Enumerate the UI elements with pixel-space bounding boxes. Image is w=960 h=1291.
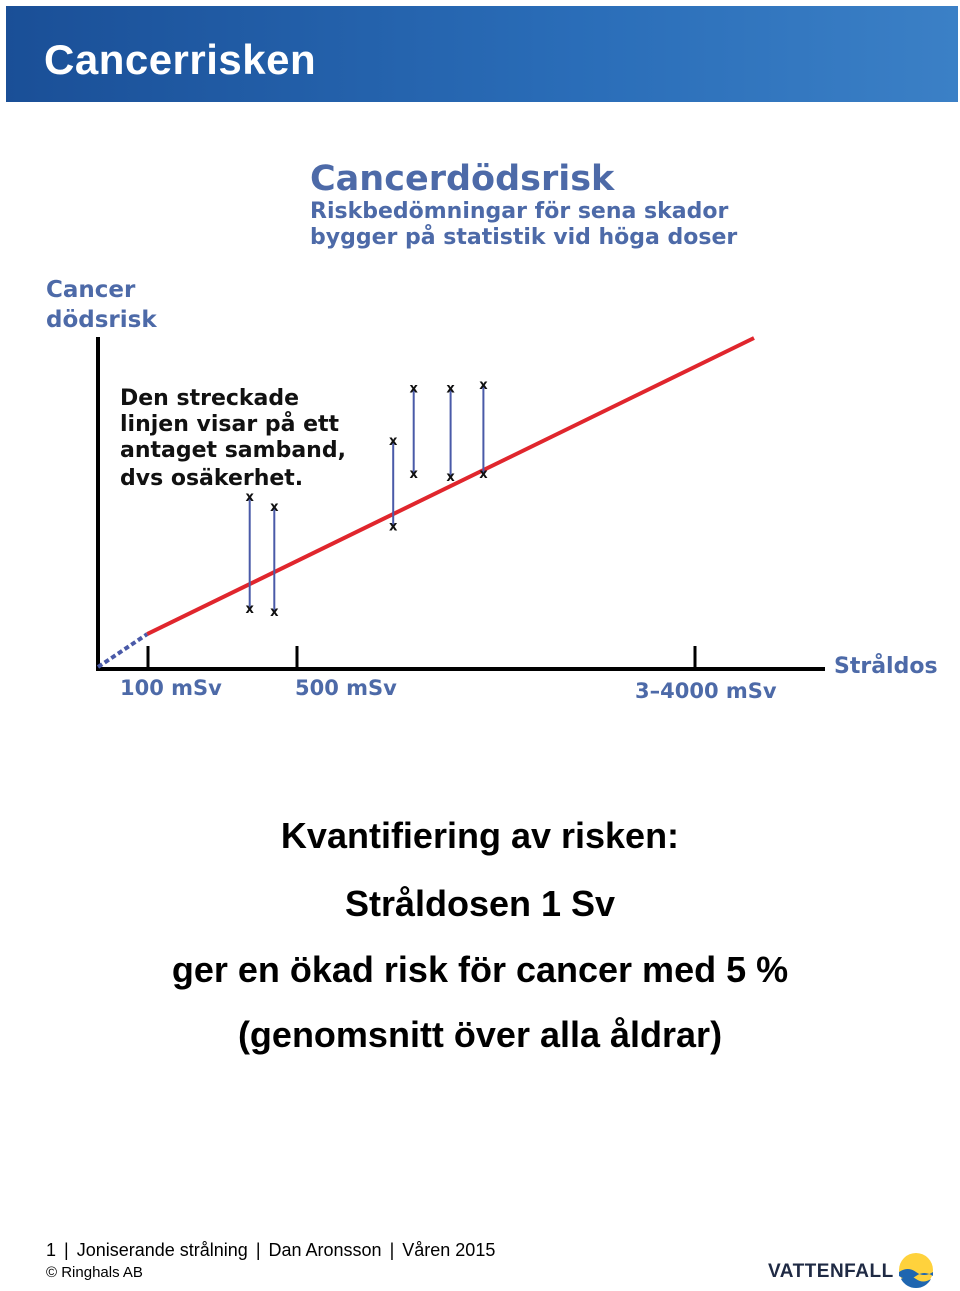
page-number: 1	[46, 1240, 57, 1260]
error-bar-3-upper-marker: x	[389, 434, 398, 449]
body-line-3: ger en ökad risk för cancer med 5 %	[171, 949, 789, 990]
annotation-line-3: antaget samband,	[120, 438, 346, 463]
x-tick-label-3: 3–4000 mSv	[635, 679, 777, 703]
page-title: Cancerrisken	[44, 36, 317, 83]
y-axis-label-2: dödsrisk	[46, 307, 157, 333]
body-line-4: (genomsnitt över alla åldrar)	[237, 1014, 723, 1055]
y-axis-label-1: Cancer	[46, 277, 136, 303]
chart-subtitle-1: Riskbedömningar för sena skador	[310, 199, 728, 224]
error-bar-5-upper-marker: x	[446, 381, 455, 396]
footer-info: 1 | Joniserande strålning | Dan Aronsson | Vår…	[46, 1240, 496, 1260]
x-axis-label: Stråldos	[834, 653, 938, 679]
risk-chart: Cancerdödsrisk Riskbedömningar för sena …	[46, 159, 938, 703]
error-bar-5-lower-marker: x	[446, 470, 455, 485]
body-line-1: Kvantifiering av risken:	[280, 815, 680, 856]
x-tick-label-2: 500 mSv	[295, 676, 397, 700]
error-bar-2-upper-marker: x	[270, 500, 279, 515]
footer-course: Joniserande strålning	[76, 1240, 248, 1260]
assumed-relation-dashed-line	[96, 632, 149, 669]
chart-subtitle-2: bygger på statistik vid höga doser	[310, 224, 737, 250]
error-bar-4-lower-marker: x	[410, 467, 419, 482]
annotation-line-2: linjen visar på ett	[120, 411, 340, 437]
chart-title: Cancerdödsrisk	[310, 159, 615, 199]
annotation-line-4: dvs osäkerhet.	[120, 466, 303, 491]
annotation-line-1: Den streckade	[120, 386, 299, 411]
vattenfall-logo-text: VATTENFALL	[768, 1261, 894, 1282]
risk-trend-line	[146, 336, 755, 636]
error-bar-1-upper-marker: x	[246, 490, 255, 505]
vattenfall-logo-icon	[899, 1253, 933, 1288]
title-bar: Cancerrisken	[6, 6, 958, 102]
error-bar-6-lower-marker: x	[479, 467, 488, 482]
footer-copyright: © Ringhals AB	[46, 1264, 143, 1281]
error-bar-1-lower-marker: x	[246, 602, 255, 617]
error-bar-3-lower-marker: x	[389, 520, 398, 535]
error-bar-6-upper-marker: x	[479, 378, 488, 393]
footer-author: Dan Aronsson	[268, 1240, 382, 1260]
error-bar-4-upper-marker: x	[410, 381, 419, 396]
footer-term: Våren 2015	[402, 1240, 496, 1260]
body-line-2: Stråldosen 1 Sv	[344, 883, 616, 924]
error-bar-2-lower-marker: x	[270, 605, 279, 620]
x-tick-label-1: 100 mSv	[120, 676, 222, 700]
